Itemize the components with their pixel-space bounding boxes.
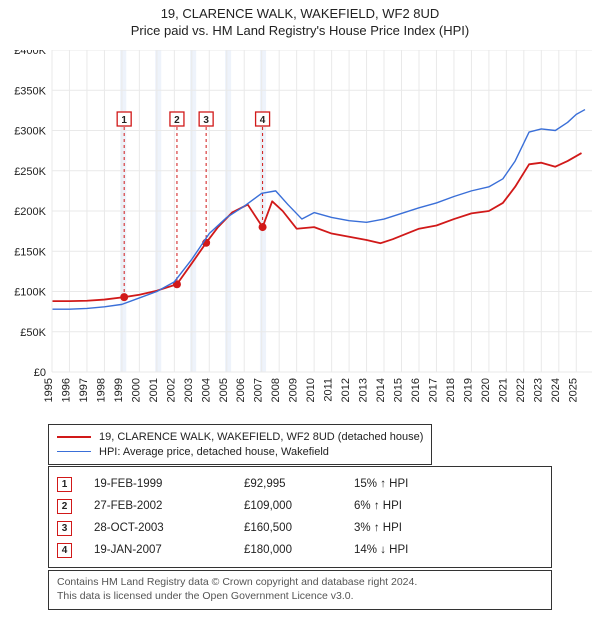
event-delta: 6% ↑ HPI [354,500,474,512]
svg-text:2001: 2001 [148,378,160,402]
svg-text:2015: 2015 [393,378,405,402]
footer-line-2: This data is licensed under the Open Gov… [57,590,543,604]
legend-label: HPI: Average price, detached house, Wake… [99,446,329,458]
event-price: £180,000 [244,544,354,556]
event-row: 3 28-OCT-2003£160,5003% ↑ HPI [57,517,543,539]
svg-text:1997: 1997 [78,378,90,402]
svg-text:2009: 2009 [288,378,300,402]
svg-text:£400K: £400K [14,50,46,57]
event-marker: 4 [57,543,72,558]
svg-text:2019: 2019 [462,378,474,402]
footer-line-1: Contains HM Land Registry data © Crown c… [57,576,543,590]
event-date: 28-OCT-2003 [94,522,244,534]
title-sub: Price paid vs. HM Land Registry's House … [0,23,600,38]
svg-text:2021: 2021 [497,378,509,402]
footer: Contains HM Land Registry data © Crown c… [48,570,552,610]
svg-text:2022: 2022 [515,378,527,402]
svg-text:£350K: £350K [14,85,46,97]
svg-text:1999: 1999 [113,378,125,402]
legend-row: 19, CLARENCE WALK, WAKEFIELD, WF2 8UD (d… [57,429,423,444]
svg-text:2005: 2005 [218,378,230,402]
svg-text:2007: 2007 [253,378,265,402]
legend: 19, CLARENCE WALK, WAKEFIELD, WF2 8UD (d… [48,424,432,465]
svg-text:2006: 2006 [235,378,247,402]
svg-text:2014: 2014 [375,378,387,402]
svg-text:1: 1 [121,115,127,126]
event-date: 27-FEB-2002 [94,500,244,512]
chart-svg: £0 £50K £100K £150K £200K £250K £300K £350K £400… [4,50,596,420]
svg-text:2025: 2025 [567,378,579,402]
svg-text:2013: 2013 [358,378,370,402]
event-marker: 1 [57,477,72,492]
svg-text:£0: £0 [34,367,46,379]
svg-text:2002: 2002 [165,378,177,402]
svg-text:1996: 1996 [60,378,72,402]
svg-text:2018: 2018 [445,378,457,402]
event-row: 2 27-FEB-2002£109,0006% ↑ HPI [57,495,543,517]
svg-text:2012: 2012 [340,378,352,402]
svg-text:2020: 2020 [480,378,492,402]
event-marker: 3 [57,521,72,536]
svg-text:2023: 2023 [532,378,544,402]
svg-text:£100K: £100K [14,287,46,299]
chart-titles: 19, CLARENCE WALK, WAKEFIELD, WF2 8UD Pr… [0,6,600,38]
event-date: 19-FEB-1999 [94,478,244,490]
svg-text:4: 4 [260,115,266,126]
event-delta: 3% ↑ HPI [354,522,474,534]
event-delta: 15% ↑ HPI [354,478,474,490]
svg-text:£50K: £50K [20,327,46,339]
svg-text:2024: 2024 [550,378,562,402]
event-row: 1 19-FEB-1999£92,99515% ↑ HPI [57,473,543,495]
legend-swatch [57,436,91,438]
legend-label: 19, CLARENCE WALK, WAKEFIELD, WF2 8UD (d… [99,431,423,443]
svg-text:2004: 2004 [200,378,212,402]
svg-text:2008: 2008 [270,378,282,402]
svg-text:2000: 2000 [130,378,142,402]
svg-text:2010: 2010 [305,378,317,402]
legend-swatch [57,451,91,452]
svg-text:3: 3 [203,115,209,126]
svg-text:2003: 2003 [183,378,195,402]
svg-text:£200K: £200K [14,206,46,218]
legend-row: HPI: Average price, detached house, Wake… [57,444,423,459]
chart: £0 £50K £100K £150K £200K £250K £300K £350K £400… [4,50,596,420]
svg-text:2: 2 [174,115,180,126]
svg-text:1995: 1995 [43,378,55,402]
svg-text:£300K: £300K [14,126,46,138]
title-main: 19, CLARENCE WALK, WAKEFIELD, WF2 8UD [0,6,600,21]
svg-text:£250K: £250K [14,166,46,178]
event-price: £92,995 [244,478,354,490]
svg-text:2017: 2017 [427,378,439,402]
event-price: £160,500 [244,522,354,534]
event-delta: 14% ↓ HPI [354,544,474,556]
svg-text:2016: 2016 [410,378,422,402]
event-row: 4 19-JAN-2007£180,00014% ↓ HPI [57,539,543,561]
svg-text:2011: 2011 [323,378,335,402]
event-price: £109,000 [244,500,354,512]
svg-text:1998: 1998 [95,378,107,402]
event-date: 19-JAN-2007 [94,544,244,556]
svg-text:£150K: £150K [14,246,46,258]
events-table: 1 19-FEB-1999£92,99515% ↑ HPI 2 27-FEB-2002… [48,466,552,568]
event-marker: 2 [57,499,72,514]
